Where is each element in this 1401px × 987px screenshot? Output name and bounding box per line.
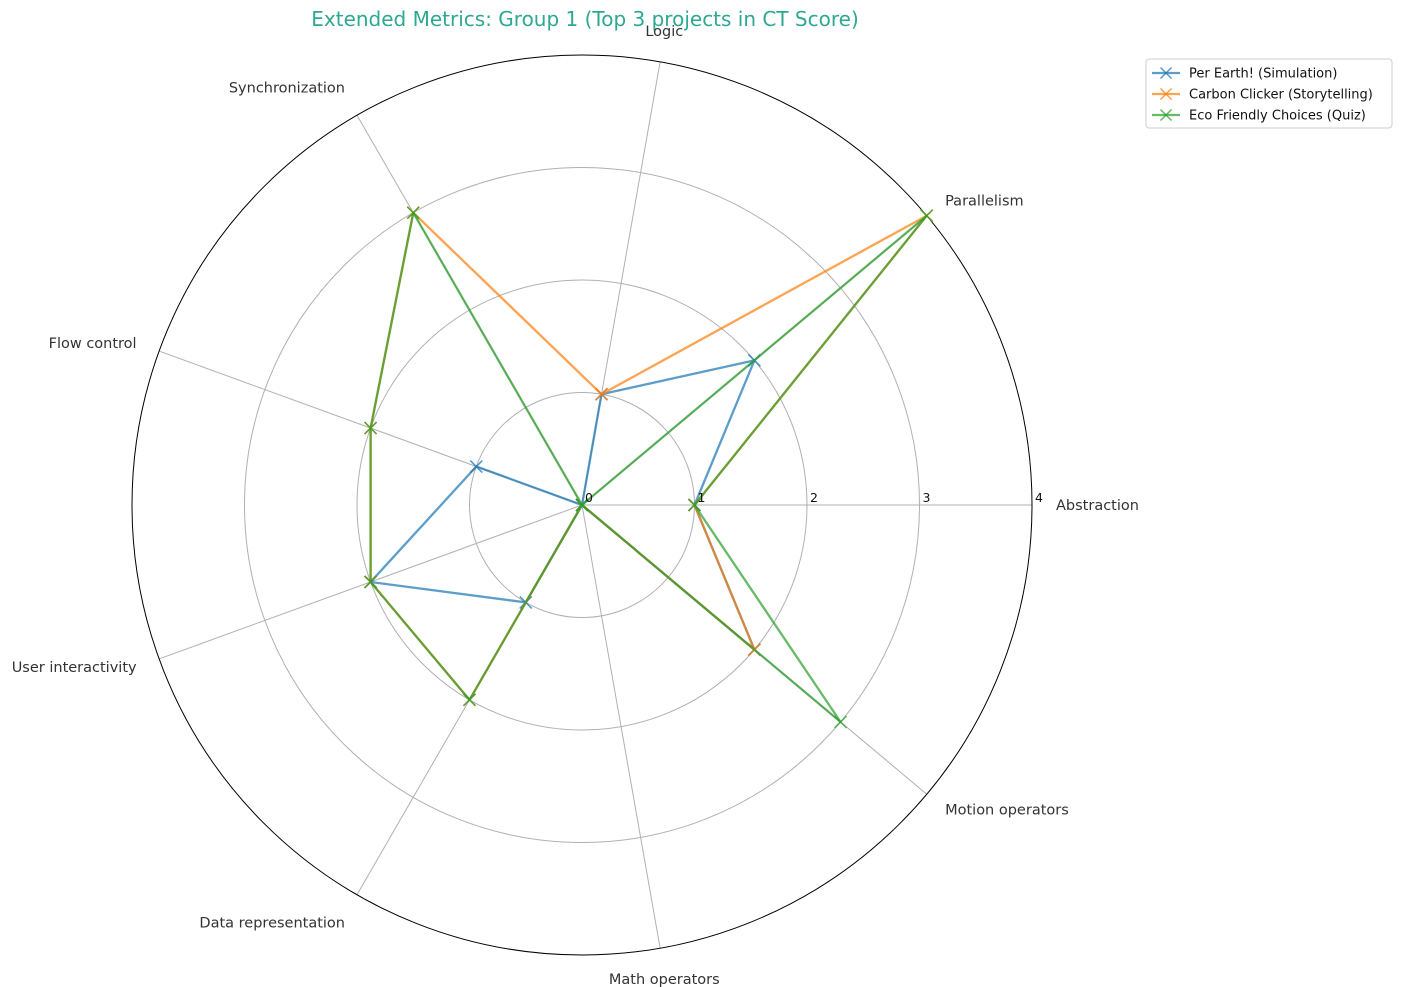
data-point: [687, 498, 702, 512]
legend-item: Per Earth! (Simulation): [1152, 67, 1337, 82]
axis-label: User interactivity: [12, 660, 137, 676]
axis-label: Motion operators: [945, 803, 1069, 819]
data-point: [833, 715, 848, 729]
spoke-7: [581, 504, 661, 949]
data-point: [575, 498, 589, 512]
legend-label: Eco Friendly Choices (Quiz): [1189, 109, 1366, 124]
legend-label: Per Earth! (Simulation): [1189, 67, 1337, 82]
axis-label: Parallelism: [945, 193, 1024, 209]
data-point: [364, 421, 378, 435]
radial-tick-labels: 0 1 2 3 4: [585, 490, 1043, 505]
axis-label: Logic: [645, 24, 683, 40]
axis-label: Abstraction: [1056, 498, 1139, 514]
axis-label: Math operators: [609, 972, 720, 987]
axis-label: Synchronization: [229, 81, 345, 97]
tick-label: 1: [698, 490, 706, 505]
data-point: [469, 459, 483, 474]
series-line-2: [369, 211, 928, 724]
outer-frame: [131, 54, 1033, 956]
chart-title: Extended Metrics: Group 1 (Top 3 project…: [311, 7, 859, 31]
tick-label: 4: [1035, 490, 1043, 505]
legend: Per Earth! (Simulation) Carbon Clicker (S…: [1145, 58, 1393, 129]
legend-box: [1145, 58, 1393, 129]
tick-label: 3: [923, 490, 931, 505]
data-point: [462, 693, 477, 707]
data-point: [920, 209, 934, 223]
legend-item: Carbon Clicker (Storytelling): [1152, 88, 1373, 103]
tick-label: 0: [585, 490, 593, 505]
legend-label: Carbon Clicker (Storytelling): [1189, 88, 1373, 103]
axis-labels: Abstraction Parallelism Logic Synchronizati…: [12, 24, 1139, 987]
data-point: [364, 575, 378, 589]
data-point: [594, 387, 609, 401]
legend-item: Eco Friendly Choices (Quiz): [1152, 109, 1366, 124]
axis-label: Data representation: [199, 916, 345, 932]
axis-label: Flow control: [49, 336, 137, 352]
series-2: [364, 206, 934, 729]
tick-label: 2: [810, 490, 818, 505]
data-point: [406, 206, 420, 220]
series-layer: [364, 206, 934, 729]
